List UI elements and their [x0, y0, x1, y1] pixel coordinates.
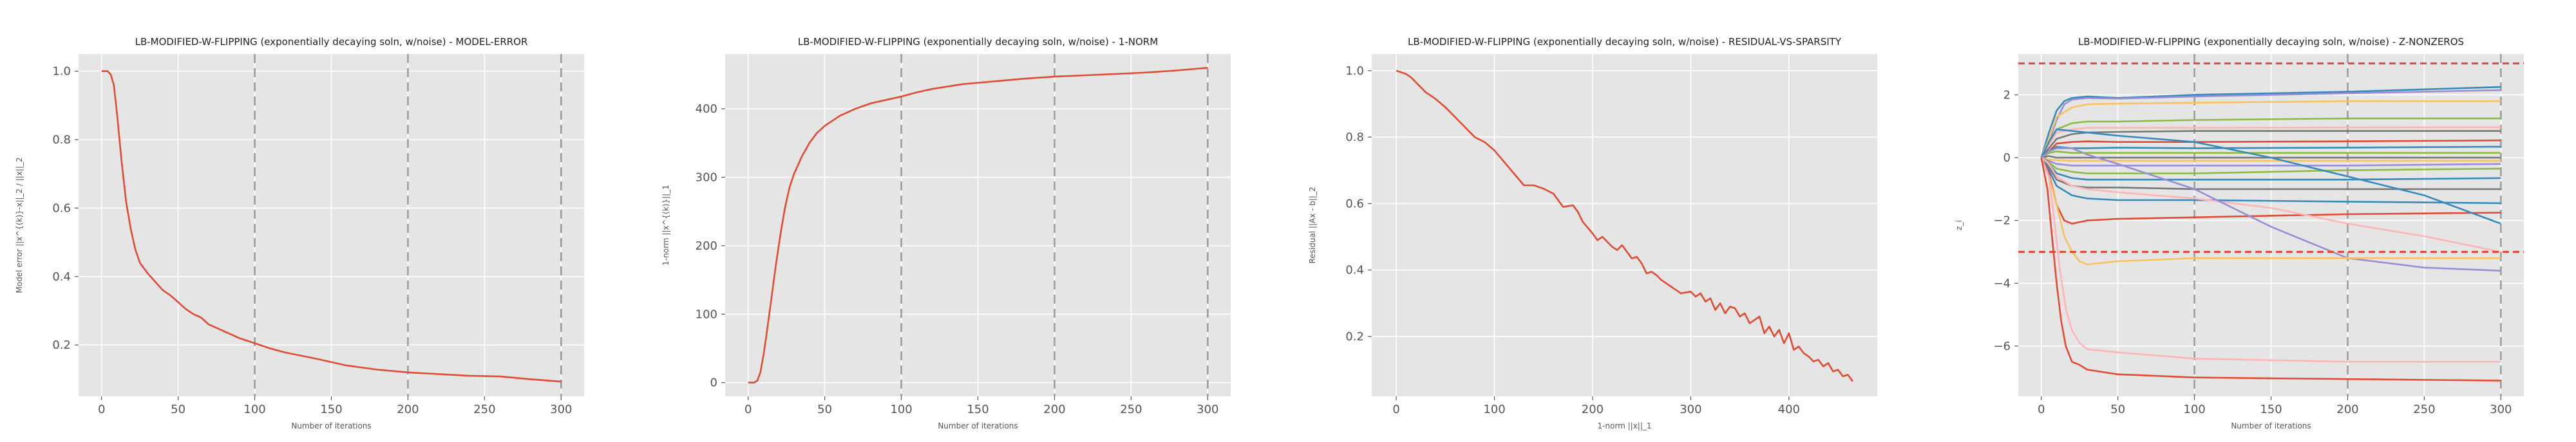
x-tick-label: 0 [1392, 403, 1399, 416]
x-tick-label: 200 [2336, 403, 2358, 416]
y-tick-label: 0.2 [52, 338, 71, 352]
series-line [101, 70, 562, 383]
series-line [2040, 139, 2501, 159]
chart-panel: 0 50 100 150 200 250 300 0.2 0.4 0.6 0.8 1.0 LB-MODI… [15, 36, 584, 430]
y-tick-label: 0.4 [52, 270, 71, 284]
y-axis-label: 1-norm ||x^{(k)}||_1 [661, 185, 670, 266]
series-line [2040, 157, 2501, 266]
x-axis-label: Number of iterations [2231, 421, 2311, 430]
y-tick-label: 100 [696, 308, 717, 321]
x-tick-label: 50 [817, 403, 832, 416]
x-tick-label: 250 [473, 403, 495, 416]
y-axis-label: z_i [1955, 220, 1964, 230]
chart-title: LB-MODIFIED-W-FLIPPING (exponentially de… [798, 36, 1158, 48]
y-tick-label: 0.8 [1345, 131, 1364, 144]
chart-title: LB-MODIFIED-W-FLIPPING (exponentially de… [2078, 36, 2464, 48]
x-tick-label: 250 [2413, 403, 2435, 416]
x-tick-label: 200 [1043, 403, 1065, 416]
x-tick-label: 200 [1582, 403, 1604, 416]
x-tick-label: 0 [2038, 403, 2045, 416]
series-line [2040, 147, 2501, 272]
series-line [2040, 89, 2501, 158]
x-tick-label: 250 [1120, 403, 1142, 416]
chart-panel: 0 50 100 150 200 250 300 −6 −4 −2 0 2 LB-MODIFIED-W-… [1955, 36, 2524, 430]
series-line [2040, 157, 2501, 205]
chart-panel: 0 100 200 300 400 0.2 0.4 0.6 0.8 1.0 LB-MODIFIED-… [1308, 36, 1877, 430]
y-tick-label: 400 [696, 102, 717, 116]
x-tick-label: 300 [1197, 403, 1218, 416]
y-tick-label: 300 [696, 171, 717, 185]
y-tick-label: −2 [1993, 214, 2011, 228]
y-tick-label: 0 [2003, 151, 2011, 165]
series-line [748, 67, 1208, 384]
series-line [2041, 156, 2501, 162]
chart-title: LB-MODIFIED-W-FLIPPING (exponentially de… [135, 36, 528, 48]
x-tick-label: 300 [1680, 403, 1701, 416]
y-axis-label: Model error ||x^{(k)}-x||_2 / ||x||_2 [15, 157, 24, 293]
series-line [2040, 100, 2501, 158]
y-tick-label: 0.4 [1345, 264, 1364, 277]
series-line [2040, 157, 2501, 363]
series-line [2040, 128, 2501, 225]
chart-panel: 0 50 100 150 200 250 300 0 100 200 300 400 LB-MODIFI… [661, 36, 1231, 430]
series-line [2040, 157, 2501, 190]
x-tick-label: 100 [1483, 403, 1505, 416]
y-tick-label: 1.0 [52, 65, 71, 78]
plot-background [1372, 54, 1877, 396]
series-line [2040, 86, 2501, 158]
y-tick-label: 2 [2003, 88, 2011, 102]
y-tick-label: 1.0 [1345, 64, 1364, 78]
x-axis-label: 1-norm ||x||_1 [1597, 421, 1651, 430]
x-tick-label: 150 [967, 403, 989, 416]
x-tick-label: 50 [2110, 403, 2125, 416]
x-tick-label: 100 [890, 403, 912, 416]
x-axis-label: Number of iterations [938, 421, 1018, 430]
x-tick-label: 100 [2183, 403, 2205, 416]
y-tick-label: 0.2 [1345, 330, 1364, 344]
series-line [2041, 156, 2501, 174]
series-line [2041, 155, 2501, 159]
y-tick-label: 200 [696, 239, 717, 253]
x-tick-label: 0 [744, 403, 752, 416]
series-line [2040, 157, 2501, 253]
x-tick-label: 150 [320, 403, 342, 416]
y-tick-label: 0.6 [1345, 197, 1364, 210]
x-tick-label: 200 [397, 403, 419, 416]
y-axis-label: Residual ||Ax - b||_2 [1308, 187, 1317, 263]
series-line [1396, 69, 1853, 382]
y-tick-label: 0 [710, 376, 717, 390]
series-line [2040, 126, 2501, 158]
x-tick-label: 0 [98, 403, 105, 416]
y-tick-label: 0.8 [52, 133, 71, 147]
series-line [2040, 157, 2501, 382]
y-tick-label: −4 [1993, 277, 2011, 290]
x-tick-label: 300 [2490, 403, 2512, 416]
y-tick-label: 0.6 [52, 201, 71, 215]
x-tick-label: 400 [1778, 403, 1800, 416]
chart-title: LB-MODIFIED-W-FLIPPING (exponentially de… [1408, 36, 1842, 48]
y-tick-label: −6 [1993, 340, 2011, 353]
x-axis-label: Number of iterations [291, 421, 371, 430]
x-tick-label: 150 [2260, 403, 2282, 416]
series-line [2041, 151, 2501, 159]
x-tick-label: 50 [171, 403, 185, 416]
x-tick-label: 300 [550, 403, 572, 416]
x-tick-label: 100 [243, 403, 265, 416]
series-line [2041, 156, 2501, 167]
